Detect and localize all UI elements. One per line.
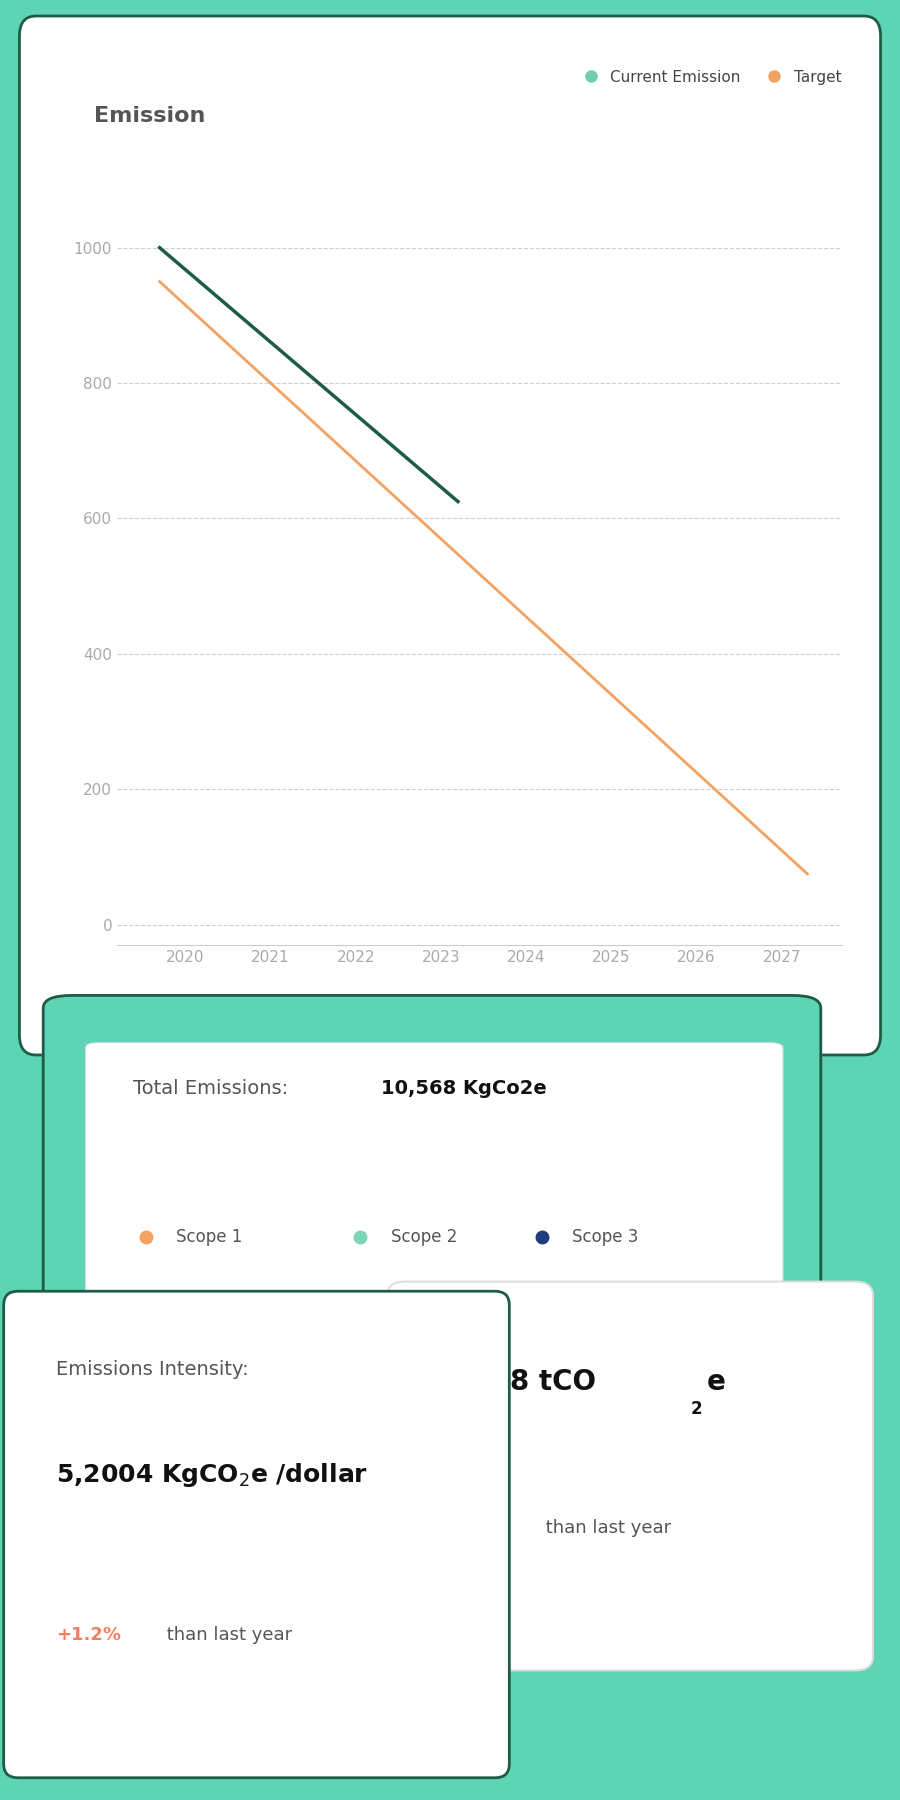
Legend: Current Emission, Target: Current Emission, Target bbox=[569, 63, 848, 90]
FancyBboxPatch shape bbox=[328, 1134, 744, 1165]
Text: -1.2%: -1.2% bbox=[441, 1519, 499, 1537]
FancyBboxPatch shape bbox=[130, 1134, 256, 1165]
Text: 5,2004 KgCO$_2$e /dollar: 5,2004 KgCO$_2$e /dollar bbox=[56, 1462, 368, 1489]
Text: Emissions Intensity:: Emissions Intensity: bbox=[56, 1361, 248, 1379]
FancyBboxPatch shape bbox=[86, 1042, 783, 1296]
Text: than last year: than last year bbox=[540, 1519, 671, 1537]
FancyBboxPatch shape bbox=[4, 1291, 509, 1778]
Text: 10,568 KgCo2e: 10,568 KgCo2e bbox=[381, 1080, 546, 1098]
FancyBboxPatch shape bbox=[20, 16, 880, 1055]
FancyBboxPatch shape bbox=[253, 1134, 332, 1165]
Text: +1.2%: +1.2% bbox=[56, 1627, 122, 1645]
Text: Total Emissions:: Total Emissions: bbox=[132, 1080, 294, 1098]
FancyBboxPatch shape bbox=[43, 995, 821, 1336]
Text: 2: 2 bbox=[691, 1400, 702, 1418]
FancyBboxPatch shape bbox=[387, 1282, 873, 1670]
Text: 6,568 tCO: 6,568 tCO bbox=[441, 1368, 596, 1397]
Text: Scope 2: Scope 2 bbox=[391, 1228, 457, 1246]
Text: than last year: than last year bbox=[161, 1627, 292, 1645]
Text: e: e bbox=[706, 1368, 725, 1397]
Text: Emission: Emission bbox=[94, 106, 205, 126]
Text: Scope 3: Scope 3 bbox=[572, 1228, 638, 1246]
Text: Scope 1: Scope 1 bbox=[176, 1228, 242, 1246]
